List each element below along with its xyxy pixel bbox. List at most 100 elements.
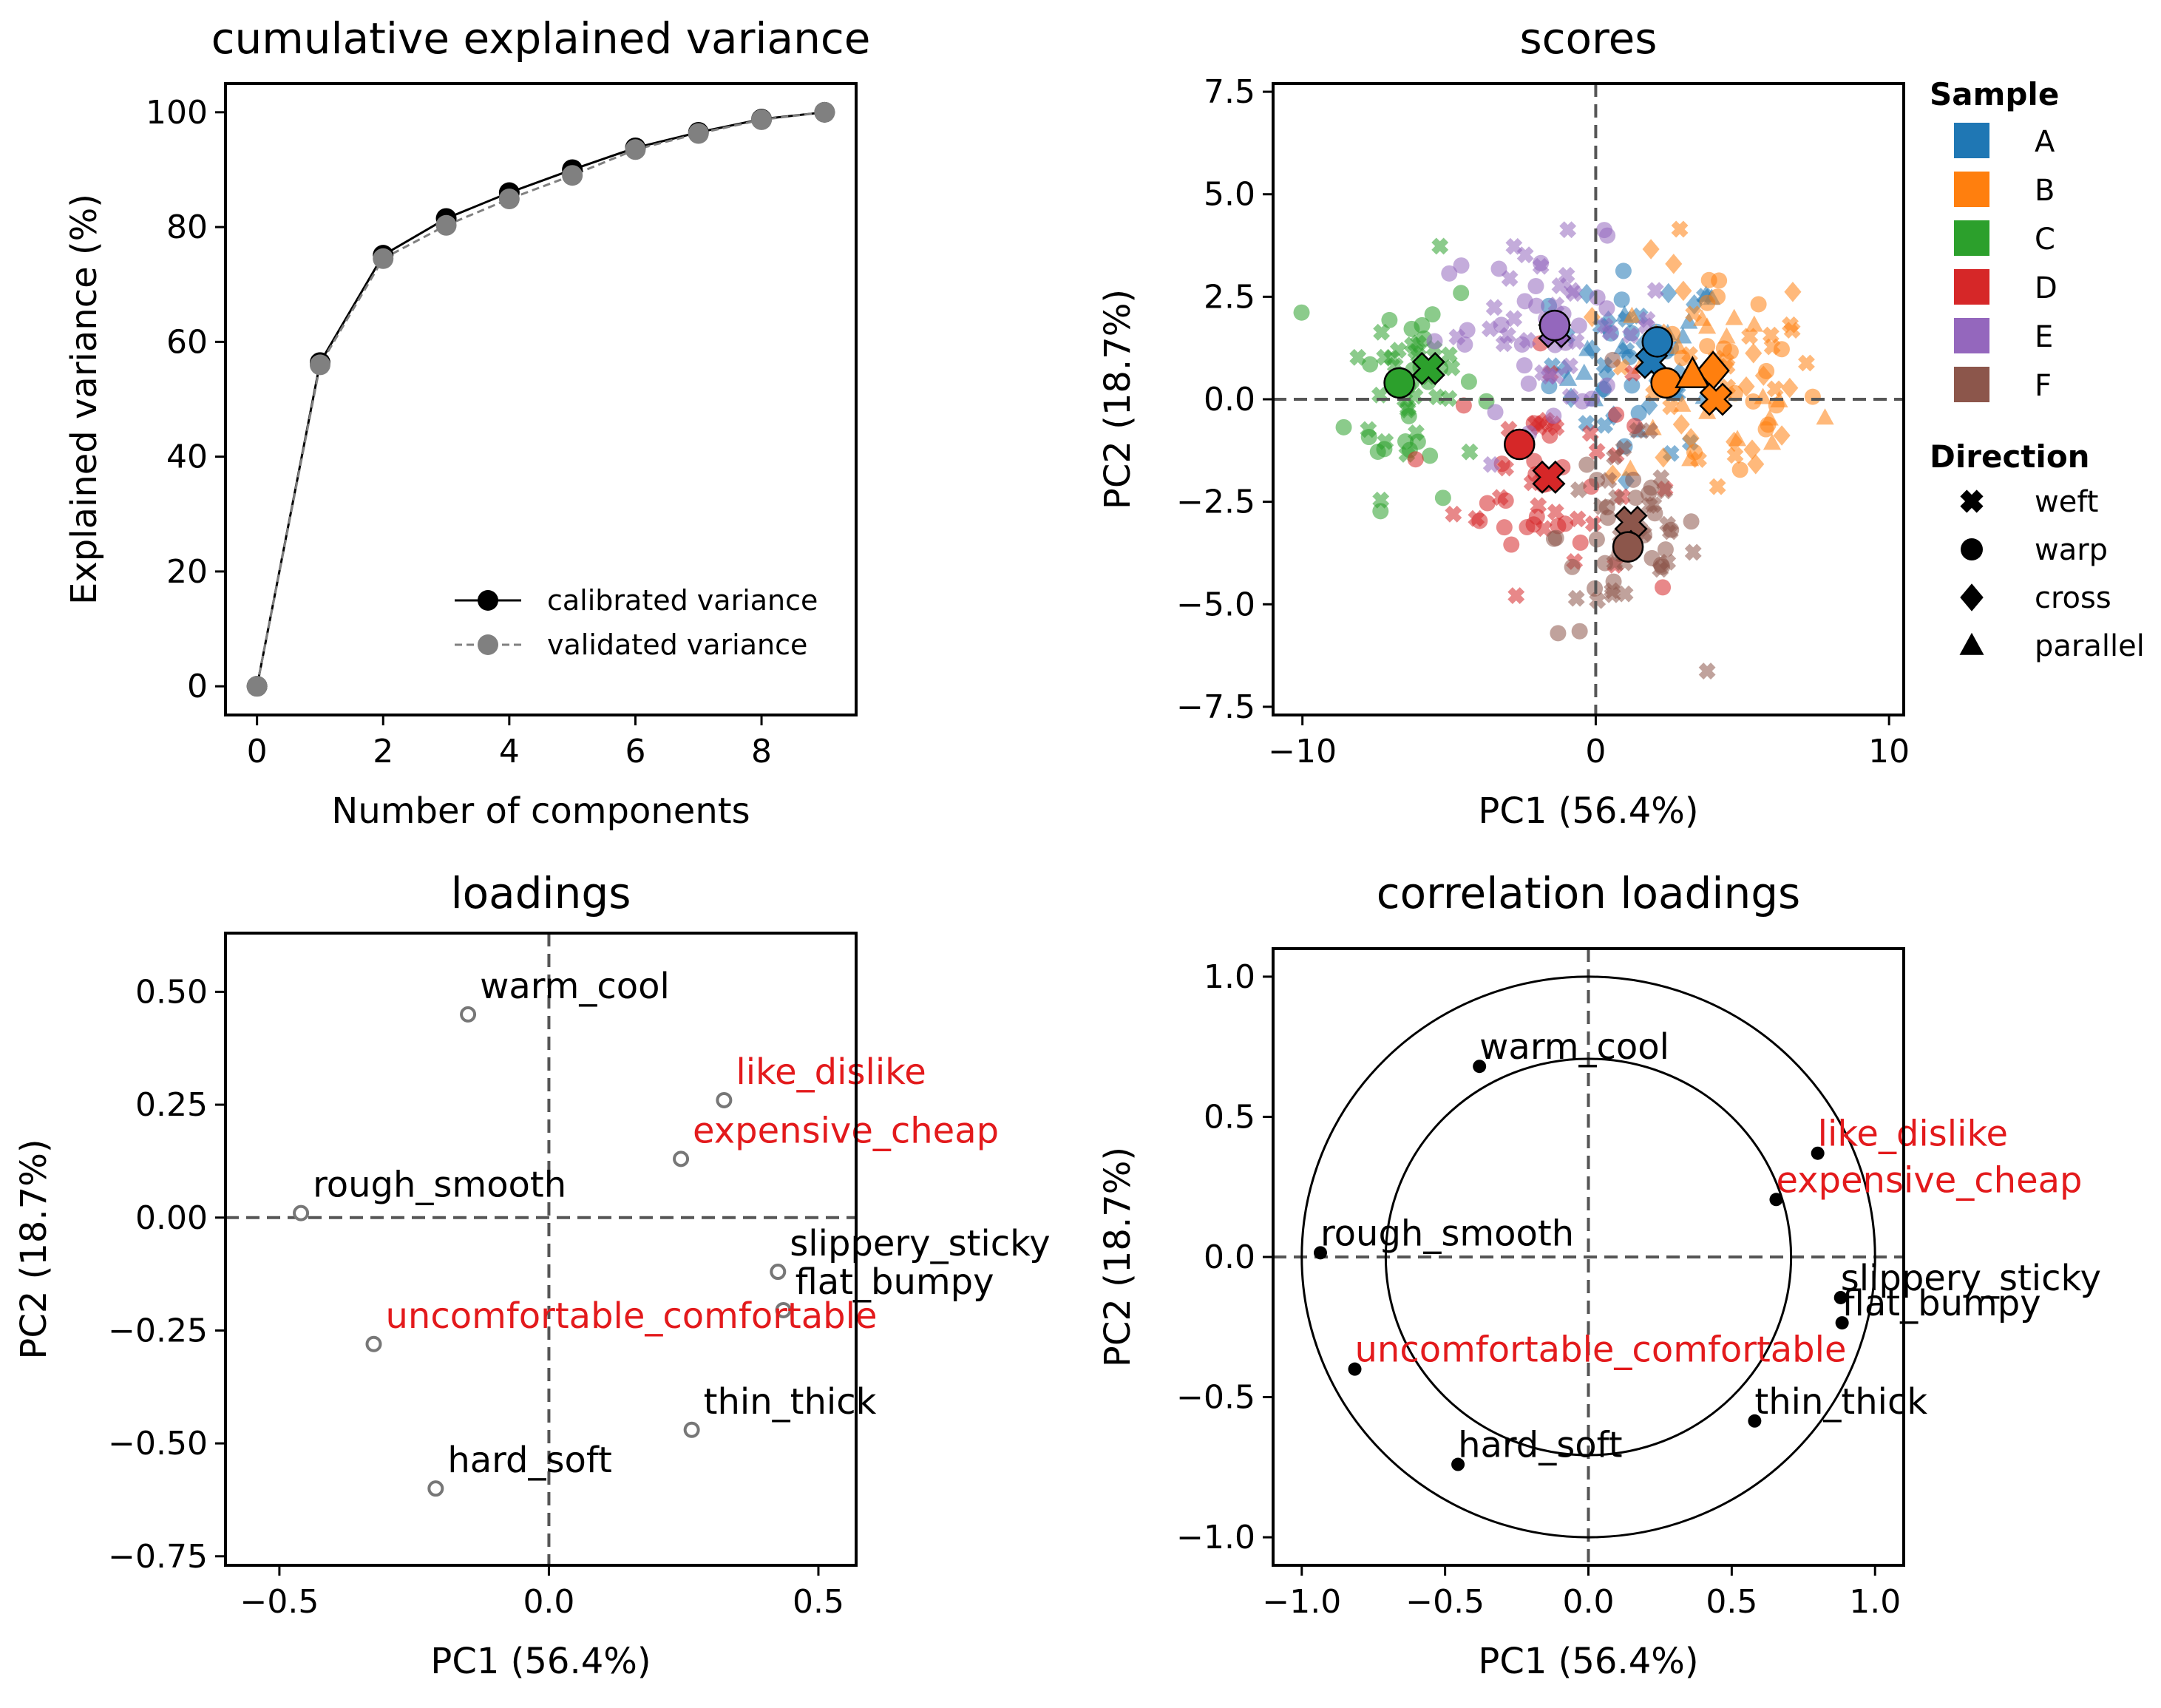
legend-title: Sample <box>1930 76 2059 112</box>
score-point <box>1660 282 1677 304</box>
data-point <box>498 189 520 210</box>
loading-label: thin_thick <box>1754 1381 1927 1423</box>
x-tick-label: 8 <box>751 733 772 770</box>
score-point <box>1453 285 1470 302</box>
loading-label: expensive_cheap <box>693 1110 999 1151</box>
y-tick-label: 5.0 <box>1204 176 1255 214</box>
score-point <box>1665 254 1683 274</box>
score-cloud <box>1293 220 1834 680</box>
score-point <box>1690 451 1707 468</box>
score-point <box>1763 433 1782 450</box>
score-point <box>1561 357 1578 375</box>
score-point <box>1532 257 1550 275</box>
plot-frame <box>1272 82 1905 716</box>
x-axis-label: PC1 (56.4%) <box>1478 790 1698 832</box>
x-tick-label: 0 <box>247 733 268 770</box>
score-point <box>1760 409 1779 426</box>
score-point <box>1583 307 1601 328</box>
plot-frame <box>224 932 858 1567</box>
x-tick-label: 0.0 <box>1563 1583 1615 1621</box>
chart-title: cumulative explained variance <box>211 13 871 64</box>
score-point <box>1563 282 1581 299</box>
score-point <box>1642 239 1660 260</box>
correlation-circle <box>1300 975 1876 1539</box>
correlation-circle <box>1384 1057 1793 1457</box>
loading-point <box>1313 1246 1327 1260</box>
score-point <box>1673 395 1692 412</box>
score-point <box>1520 375 1537 392</box>
score-point <box>1745 393 1762 410</box>
loading-label: slippery_sticky <box>790 1223 1050 1264</box>
y-axis-label: PC2 (18.7%) <box>1097 1147 1139 1367</box>
score-point <box>1491 489 1509 506</box>
score-point <box>1360 429 1377 446</box>
y-axis-label: PC2 (18.7%) <box>1097 289 1139 509</box>
score-point <box>1725 308 1743 325</box>
score-point <box>1588 442 1606 460</box>
y-tick-label: 0.50 <box>135 973 208 1011</box>
score-point <box>1571 623 1588 640</box>
y-tick-label: 2.5 <box>1204 278 1255 316</box>
y-tick-label: 7.5 <box>1204 73 1255 111</box>
score-point <box>1558 369 1578 386</box>
loading-point <box>775 1301 792 1318</box>
score-point <box>1525 516 1542 533</box>
score-point <box>1547 296 1565 314</box>
plot-frame <box>224 82 858 716</box>
panel-2: −0.5 0.0 0.5 −0.75 −0.50 −0.25 0.00 0.25 0.50 loa… <box>13 868 1051 1682</box>
y-tick-label: 0.0 <box>1204 1238 1255 1276</box>
score-point <box>1750 296 1767 313</box>
score-point <box>1604 586 1621 603</box>
loading-point <box>770 1264 787 1281</box>
score-point <box>1572 534 1589 551</box>
score-point <box>1615 262 1632 279</box>
score-point <box>1455 397 1472 414</box>
data-point <box>373 248 394 269</box>
score-point <box>1731 461 1748 478</box>
centroid-marker <box>1504 428 1536 461</box>
score-point <box>1598 300 1615 317</box>
score-point <box>1501 270 1519 287</box>
score-point <box>1414 316 1431 333</box>
loading-point <box>293 1204 310 1221</box>
score-point <box>1335 418 1352 436</box>
score-point <box>1641 395 1658 416</box>
x-tick-label: 0 <box>1585 733 1606 770</box>
score-point <box>1646 282 1664 299</box>
loading-point <box>460 1006 477 1023</box>
centroid-marker <box>1612 531 1644 563</box>
chart-title: loadings <box>451 868 631 918</box>
y-axis-label: Explained variance (%) <box>64 194 105 605</box>
legend-swatch <box>1954 367 1989 402</box>
score-point <box>1589 289 1606 306</box>
legend-label: B <box>2035 174 2055 208</box>
y-tick-label: 0.5 <box>1204 1098 1255 1136</box>
score-point <box>1627 489 1644 506</box>
data-point <box>814 101 835 123</box>
centroid-marker <box>1699 382 1733 416</box>
score-point <box>1519 331 1536 349</box>
legend-label: parallel <box>2035 629 2145 663</box>
score-point <box>1784 282 1802 302</box>
score-point <box>1440 346 1458 364</box>
legend-marker <box>478 634 498 655</box>
score-point <box>1693 309 1712 326</box>
score-point <box>1567 589 1585 607</box>
score-point <box>1654 558 1671 575</box>
y-tick-label: 20 <box>166 553 208 591</box>
legend-label: warp <box>2035 533 2108 567</box>
loading-point <box>1473 1060 1487 1074</box>
score-point <box>1453 257 1470 274</box>
score-point <box>1570 317 1587 334</box>
y-tick-label: 100 <box>146 94 208 132</box>
legend-label: calibrated variance <box>547 584 818 617</box>
score-point <box>1578 283 1595 305</box>
x-tick-label: −10 <box>1268 733 1337 770</box>
x-tick-label: 4 <box>499 733 520 770</box>
y-tick-label: −7.5 <box>1176 688 1255 726</box>
score-point <box>1608 406 1625 423</box>
score-point <box>1741 328 1759 345</box>
